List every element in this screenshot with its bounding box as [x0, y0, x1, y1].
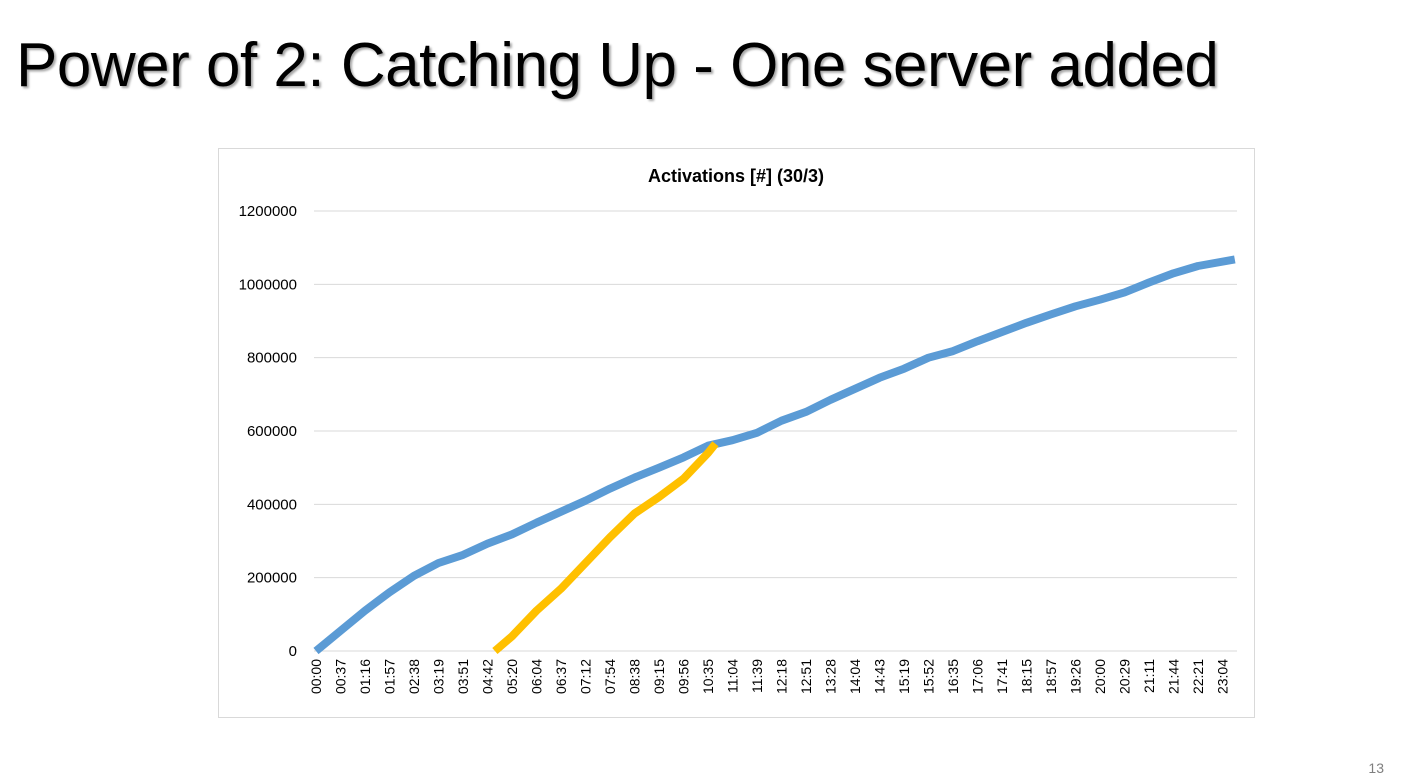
x-tick-label: 09:56: [676, 659, 692, 694]
slide-title: Power of 2: Catching Up - One server add…: [16, 31, 1219, 100]
y-tick-label: 1000000: [239, 276, 297, 293]
x-tick-label: 15:52: [921, 659, 937, 694]
line-chart: Activations [#] (30/3) 0 200000 400000 6000…: [239, 166, 1237, 694]
x-tick-label: 02:38: [406, 659, 422, 694]
series-line-blue: [313, 255, 1236, 655]
x-tick-label: 00:00: [308, 659, 324, 694]
x-tick-label: 16:35: [945, 659, 961, 694]
x-tick-label: 20:00: [1092, 659, 1108, 694]
x-tick-label: 14:04: [847, 659, 863, 694]
x-tick-label: 17:41: [994, 659, 1010, 694]
y-tick-label: 0: [289, 643, 297, 660]
chart-area: Activations [#] (30/3) 0 200000 400000 6000…: [218, 148, 1255, 718]
x-tick-label: 08:38: [627, 659, 643, 694]
page-number: 13: [1368, 760, 1384, 776]
x-tick-label: 10:35: [700, 659, 716, 694]
x-tick-label: 01:57: [382, 659, 398, 694]
x-tick-label: 18:57: [1043, 659, 1059, 694]
x-tick-label: 06:04: [529, 659, 545, 694]
x-tick-label: 07:54: [602, 659, 618, 694]
chart-title: Activations [#] (30/3): [648, 166, 824, 186]
y-axis: 0 200000 400000 600000 800000 1000000 1200000: [239, 203, 297, 660]
x-axis: 00:00 00:37 01:16 01:57 02:38 03:19 03:51 04:42…: [308, 659, 1231, 694]
x-tick-label: 12:51: [798, 659, 814, 694]
series-line-orange: [492, 441, 719, 655]
x-tick-label: 23:04: [1215, 659, 1231, 694]
x-tick-label: 12:18: [774, 659, 790, 694]
x-tick-label: 17:06: [970, 659, 986, 694]
x-tick-label: 03:51: [455, 659, 471, 694]
x-tick-label: 21:44: [1166, 659, 1182, 694]
x-tick-label: 13:28: [823, 659, 839, 694]
x-tick-label: 04:42: [480, 659, 496, 694]
y-tick-label: 800000: [247, 350, 297, 367]
x-tick-label: 20:29: [1117, 659, 1133, 694]
y-tick-label: 400000: [247, 496, 297, 513]
x-tick-label: 22:21: [1190, 659, 1206, 694]
x-tick-label: 03:19: [431, 659, 447, 694]
x-tick-label: 09:15: [651, 659, 667, 694]
y-tick-label: 200000: [247, 570, 297, 587]
gridlines: [314, 210, 1237, 652]
x-tick-label: 01:16: [357, 659, 373, 694]
x-tick-label: 19:26: [1068, 659, 1084, 694]
x-tick-label: 15:19: [896, 659, 912, 694]
x-tick-label: 00:37: [333, 659, 349, 694]
x-tick-label: 11:04: [725, 659, 741, 693]
x-tick-label: 05:20: [504, 659, 520, 694]
x-tick-label: 11:39: [749, 659, 765, 693]
x-tick-label: 14:43: [872, 659, 888, 694]
x-tick-label: 06:37: [553, 659, 569, 694]
series-lines: [313, 255, 1236, 655]
x-tick-label: 07:12: [578, 659, 594, 694]
x-tick-label: 18:15: [1019, 659, 1035, 694]
x-tick-label: 21:11: [1141, 659, 1157, 693]
y-tick-label: 600000: [247, 423, 297, 440]
y-tick-label: 1200000: [239, 203, 297, 220]
